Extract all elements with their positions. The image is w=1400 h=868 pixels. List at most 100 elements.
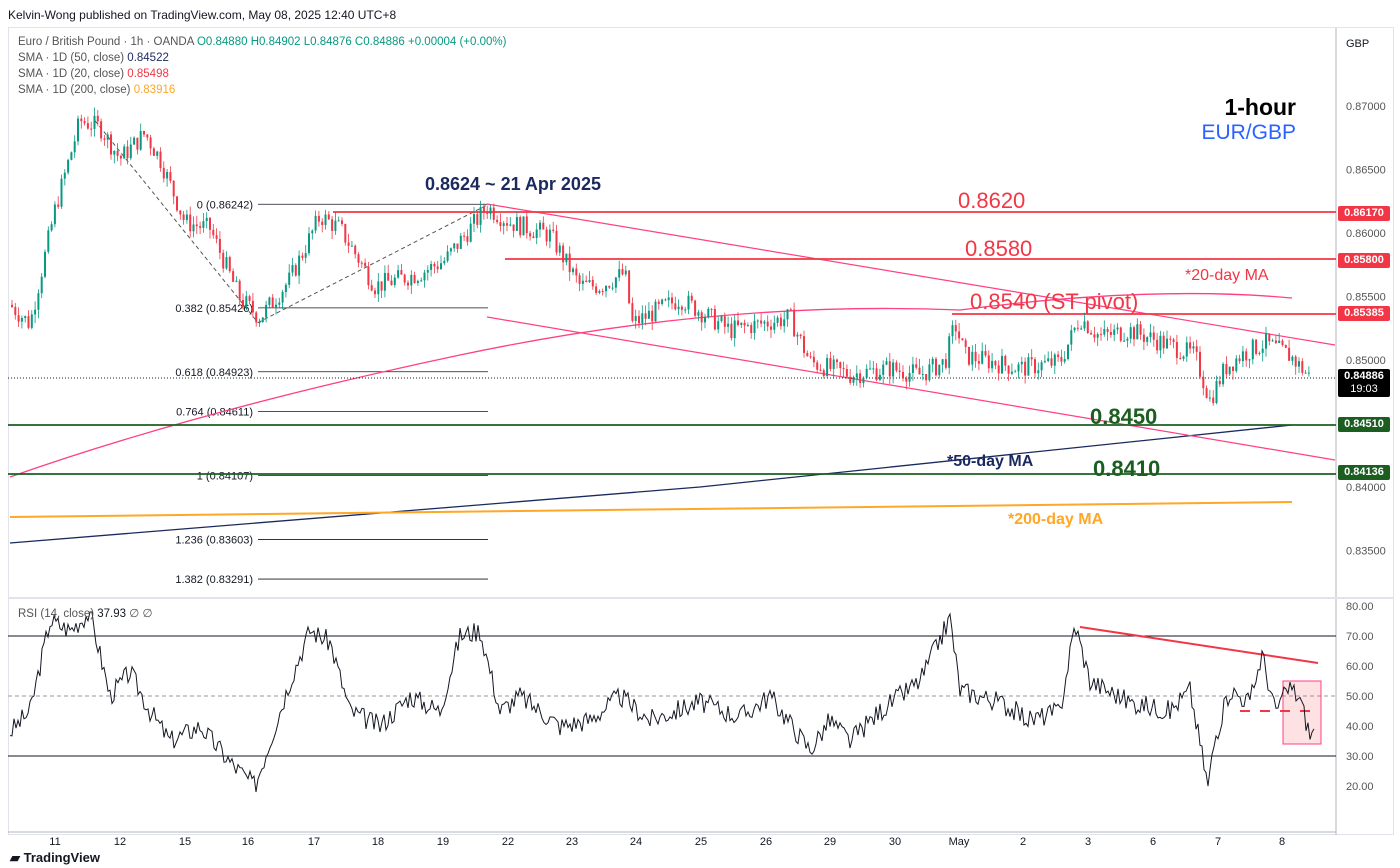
candle-body [935, 358, 937, 376]
candle-body [1159, 335, 1162, 351]
candle-body [63, 172, 66, 179]
fib-level-label: 0 (0.86242) [197, 199, 253, 211]
candle-body [713, 308, 716, 330]
candle-body [779, 317, 782, 327]
candle-body [314, 215, 317, 231]
candle-body [700, 312, 703, 323]
candle-body [852, 377, 855, 383]
candle-body [308, 233, 310, 254]
candle-body [710, 308, 713, 310]
candle-body [859, 373, 862, 384]
candle-body [73, 141, 76, 153]
candle-body [743, 322, 746, 326]
candle-body [86, 123, 89, 129]
candle-body [839, 362, 842, 369]
candle-body [1096, 334, 1099, 338]
candle-body [793, 309, 796, 337]
candle-body [1017, 364, 1020, 372]
candle-body [199, 226, 202, 228]
candle-body [822, 370, 825, 377]
channel-lower [486, 316, 1336, 461]
candle-body [951, 325, 954, 337]
candle-body [275, 304, 277, 308]
candle-body [677, 306, 680, 310]
candle-body [1307, 372, 1310, 374]
legend-sma50: SMA · 1D (50, close) 0.84522 [18, 52, 169, 64]
candle-body [878, 374, 881, 381]
time-tick: 25 [695, 836, 707, 848]
candle-body [34, 309, 37, 315]
candle-body [139, 131, 142, 150]
rsi-tick: 20.00 [1346, 781, 1374, 793]
candle-body [812, 356, 815, 363]
candle-body [1047, 358, 1050, 362]
candle-body [661, 299, 664, 304]
candle-body [311, 230, 314, 234]
candle-body [776, 317, 779, 323]
fib-trend-dashed-2 [94, 120, 259, 323]
price-tick: 0.84000 [1346, 482, 1386, 494]
candle-body [30, 314, 33, 328]
candle-body [875, 368, 878, 381]
rsi-trendline [1079, 626, 1319, 664]
candle-body [1278, 340, 1281, 344]
candle-body [11, 304, 13, 307]
candle-body [416, 280, 419, 283]
candle-body [971, 351, 974, 365]
candle-body [1063, 358, 1066, 362]
candle-body [1232, 366, 1234, 371]
sma50-line [9, 424, 1293, 544]
candle-body [383, 272, 386, 291]
time-tick: 8 [1279, 836, 1285, 848]
candle-body [1274, 340, 1277, 344]
candle-body [284, 284, 287, 292]
candle-body [789, 309, 792, 311]
candle-body [400, 270, 403, 275]
candle-body [476, 214, 479, 225]
candle-body [1014, 371, 1017, 373]
candle-body [407, 282, 409, 286]
price-tag: 0.86170 [1338, 206, 1390, 222]
candle-body [509, 224, 512, 226]
candle-body [100, 121, 103, 139]
candle-body [836, 359, 838, 363]
candle-body [1119, 327, 1122, 341]
candle-body [258, 322, 261, 324]
candle-body [525, 216, 528, 234]
candle-body [905, 378, 908, 382]
candle-body [1136, 324, 1139, 340]
candle-body [1057, 354, 1060, 357]
candle-body [763, 321, 766, 324]
candle-body [1218, 380, 1221, 385]
candle-body [1235, 358, 1238, 371]
candle-body [842, 368, 845, 370]
ma200-label: *200-day MA [1008, 511, 1104, 528]
candle-body [380, 281, 383, 291]
candle-body [512, 224, 515, 231]
candle-body [133, 137, 136, 145]
candle-body [1301, 361, 1304, 373]
candle-body [565, 253, 568, 263]
candle-body [482, 206, 485, 213]
candle-body [598, 291, 601, 293]
candle-body [1129, 327, 1132, 339]
price-tag: 0.84510 [1338, 417, 1390, 433]
candle-body [116, 150, 119, 156]
tradingview-logo[interactable]: ▰ TradingView [10, 850, 100, 865]
candle-body [591, 279, 594, 287]
candle-body [997, 365, 1000, 374]
candle-body [1106, 328, 1109, 332]
candle-body [222, 252, 225, 269]
candle-body [941, 359, 944, 365]
fib-level-label: 1.236 (0.83603) [175, 534, 253, 546]
candle-body [535, 229, 538, 239]
candle-body [664, 299, 667, 301]
candle-body [298, 255, 301, 276]
candle-body [156, 151, 159, 156]
candle-body [1265, 333, 1267, 349]
candle-body [27, 316, 30, 328]
candle-body [354, 245, 357, 255]
candle-body [449, 248, 452, 252]
candle-body [1133, 327, 1135, 340]
